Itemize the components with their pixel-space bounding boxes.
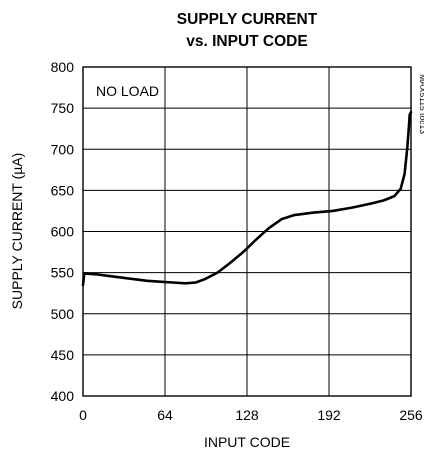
plot-frame: [82, 66, 412, 397]
y-tick-label-400: 400: [51, 388, 75, 404]
y-tick-label-550: 550: [51, 265, 75, 281]
x-tick-labels: 0 64 128 192 256: [79, 407, 423, 423]
grid-lines: [83, 67, 411, 396]
y-axis-label: SUPPLY CURRENT (µA): [9, 153, 25, 310]
series-line-supply-current: [81, 110, 413, 287]
y-tick-label-700: 700: [51, 141, 75, 157]
x-axis-label: INPUT CODE: [204, 434, 290, 450]
figure-id-label: MAX5115 toc13: [418, 74, 424, 134]
y-tick-label-800: 800: [51, 59, 75, 75]
no-load-annotation: NO LOAD: [96, 83, 159, 99]
chart-title-line1: SUPPLY CURRENT: [177, 11, 318, 28]
y-tick-label-500: 500: [51, 306, 75, 322]
x-tick-label-192: 192: [317, 407, 341, 423]
y-tick-label-600: 600: [51, 224, 75, 240]
y-tick-labels: 400 450 500 550 600 650 700 750 800: [51, 59, 75, 404]
chart-title-line2: vs. INPUT CODE: [186, 33, 307, 50]
x-tick-label-64: 64: [157, 407, 173, 423]
y-tick-label-650: 650: [51, 182, 75, 198]
x-tick-label-0: 0: [79, 407, 87, 423]
y-tick-label-750: 750: [51, 100, 75, 116]
x-tick-label-256: 256: [399, 407, 423, 423]
y-tick-label-450: 450: [51, 347, 75, 363]
x-tick-label-128: 128: [235, 407, 259, 423]
